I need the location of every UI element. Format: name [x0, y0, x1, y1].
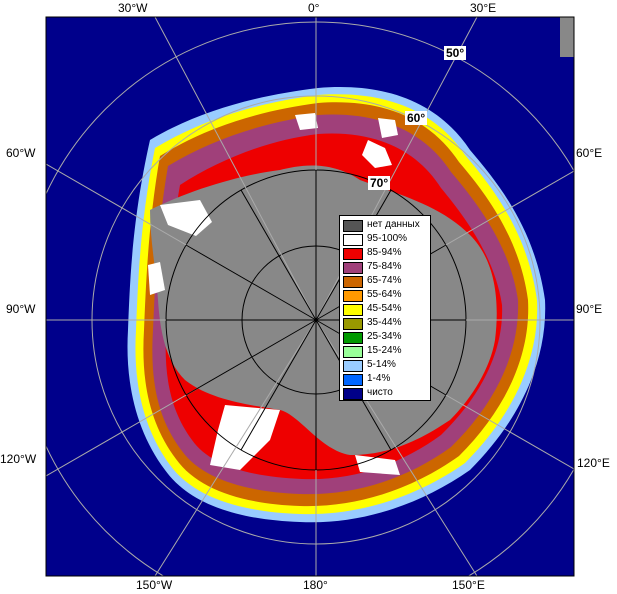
legend: нет данных 95-100% 85-94% 75-84% 65-74% …	[339, 215, 431, 401]
ice-patch-95	[148, 262, 165, 295]
ice-patch-95	[355, 455, 400, 475]
legend-swatch	[343, 388, 363, 400]
lon-label-90w: 90°W	[6, 302, 36, 316]
legend-item: нет данных	[343, 219, 429, 233]
legend-item: 25-34%	[343, 331, 429, 345]
lon-label-120e: 120°E	[577, 456, 610, 470]
ice-patch-95	[160, 200, 212, 236]
lon-label-150w: 150°W	[136, 578, 173, 592]
legend-item: 55-64%	[343, 289, 429, 303]
legend-swatch	[343, 318, 363, 330]
legend-swatch	[343, 262, 363, 274]
legend-item: 95-100%	[343, 233, 429, 247]
legend-item: 45-54%	[343, 303, 429, 317]
lon-label-90e: 90°E	[576, 302, 603, 316]
legend-item: 85-94%	[343, 247, 429, 261]
map-frame	[45, 16, 575, 577]
lon-label-60e: 60°E	[576, 146, 603, 160]
legend-label: чисто	[367, 387, 393, 398]
legend-swatch	[343, 248, 363, 260]
legend-swatch	[343, 360, 363, 372]
legend-swatch	[343, 234, 363, 246]
lat-label-70: 70°	[368, 176, 391, 190]
legend-label: 15-24%	[367, 345, 402, 356]
legend-item: 1-4%	[343, 373, 429, 387]
legend-swatch	[343, 276, 363, 288]
legend-label: 45-54%	[367, 303, 402, 314]
legend-label: нет данных	[367, 219, 420, 230]
legend-swatch	[343, 290, 363, 302]
lon-label-120w: 120°W	[0, 452, 37, 466]
lon-label-30w: 30°W	[118, 1, 148, 15]
legend-swatch	[343, 332, 363, 344]
legend-swatch	[343, 346, 363, 358]
legend-item: чисто	[343, 387, 429, 401]
legend-label: 95-100%	[367, 233, 408, 244]
legend-swatch	[343, 220, 363, 232]
ice-patch-95	[378, 118, 398, 138]
ice-patch-95	[362, 140, 392, 168]
legend-label: 1-4%	[367, 373, 391, 384]
lon-label-150e: 150°E	[452, 578, 485, 592]
lon-label-0: 0°	[308, 1, 320, 15]
lon-label-180: 180°	[303, 578, 328, 592]
lon-label-60w: 60°W	[6, 146, 36, 160]
legend-item: 35-44%	[343, 317, 429, 331]
legend-label: 85-94%	[367, 247, 402, 258]
lat-label-50: 50°	[444, 46, 467, 60]
legend-swatch	[343, 374, 363, 386]
legend-label: 55-64%	[367, 289, 402, 300]
legend-label: 65-74%	[367, 275, 402, 286]
ice-patch-95	[295, 113, 318, 130]
legend-item: 15-24%	[343, 345, 429, 359]
lon-label-30e: 30°E	[470, 1, 497, 15]
legend-item: 65-74%	[343, 275, 429, 289]
lat-label-60: 60°	[405, 111, 428, 125]
legend-label: 75-84%	[367, 261, 402, 272]
legend-label: 25-34%	[367, 331, 402, 342]
legend-label: 35-44%	[367, 317, 402, 328]
legend-swatch	[343, 304, 363, 316]
ice-patch-95	[210, 405, 280, 470]
land-patch	[560, 17, 574, 57]
legend-item: 75-84%	[343, 261, 429, 275]
legend-label: 5-14%	[367, 359, 396, 370]
legend-item: 5-14%	[343, 359, 429, 373]
